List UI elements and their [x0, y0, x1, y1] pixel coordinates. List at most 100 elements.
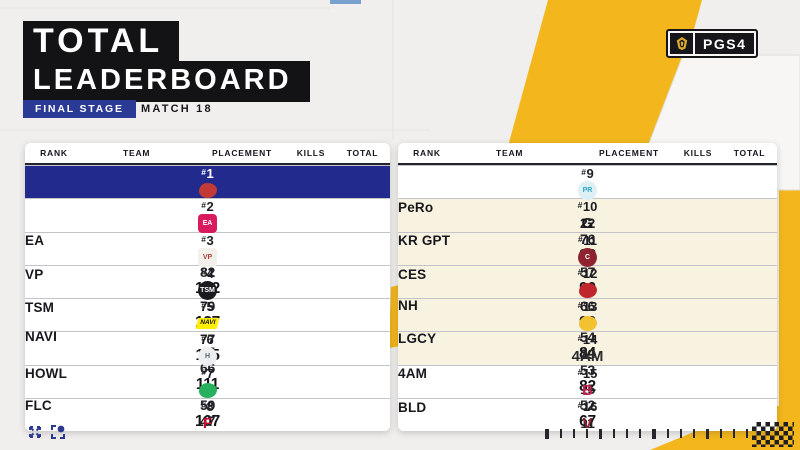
navi-logo-icon: NAVI — [195, 318, 220, 330]
bld-logo-icon: B — [582, 381, 593, 399]
rank-hash: # — [201, 200, 206, 211]
team-icon-cell: H — [25, 347, 390, 367]
team-icon-cell: C — [398, 247, 777, 267]
tick-mark — [585, 429, 588, 438]
lgcy-logo-icon — [578, 316, 597, 332]
rank-cell: #3 — [201, 232, 214, 248]
team-name: BLD — [398, 399, 427, 415]
placement-value: 15 — [580, 381, 595, 398]
table-row: #12NH305484 — [398, 264, 777, 362]
rank-hash: # — [577, 400, 583, 411]
team-icon-cell: VP — [25, 247, 390, 267]
table-row: #14 4AM 4AM 15 52 67 — [398, 331, 777, 430]
kills-value: 57 — [580, 264, 595, 281]
rank-cell: #10 — [577, 199, 598, 215]
rank-cell: #8 — [201, 399, 214, 415]
pero-logo-icon: PR — [578, 181, 597, 200]
team-icon-cell — [398, 281, 777, 298]
team-icon-cell — [25, 381, 390, 398]
rank-hash: # — [578, 233, 583, 244]
col-header-kills: KILLS — [296, 148, 326, 158]
rank-cell: #2 — [201, 199, 214, 215]
total-value: 84 — [579, 344, 596, 362]
tick-marks — [545, 429, 759, 439]
table-row: #8FFaZe2872100 — [25, 398, 390, 432]
team-name: CES — [398, 266, 427, 282]
checker-pattern — [752, 422, 794, 447]
pgs-shield-icon — [670, 33, 693, 54]
rank-cell: #12 — [577, 265, 598, 281]
team-icon-cell: F — [25, 414, 390, 431]
total-value: 82 — [579, 378, 596, 396]
nh-logo-icon — [578, 282, 597, 298]
kills-value: 82 — [200, 264, 215, 281]
placement-value: 22 — [580, 215, 595, 231]
team-icon-cell: B — [398, 381, 777, 400]
tick-mark — [692, 429, 695, 438]
footer-icons — [27, 424, 66, 440]
total-value: 107 — [195, 413, 220, 431]
col-header-total: TOTAL — [733, 148, 766, 158]
ea-logo-icon: EA — [198, 214, 217, 234]
tick-mark — [598, 429, 602, 439]
4am-logo-icon: 4AM — [571, 348, 604, 366]
rank-cell: #11 — [578, 232, 597, 248]
kills-value: 52 — [580, 397, 595, 414]
col-header-total: TOTAL — [346, 148, 379, 158]
col-header-placement: PLACEMENT — [598, 148, 660, 158]
team-icon-cell: EA — [25, 214, 390, 234]
team-name: HOWL — [25, 366, 68, 382]
rank-hash: # — [201, 333, 206, 344]
rank-cell: #5 — [201, 299, 214, 315]
rank-cell: #13 — [577, 299, 598, 315]
howl-logo-icon: H — [198, 347, 217, 367]
table-row: #11CCES246690 — [398, 231, 777, 331]
pgs4-logo-text: PGS4 — [695, 33, 755, 54]
team-icon-cell: V — [398, 414, 777, 431]
record-frame-icon — [51, 425, 65, 439]
faze-logo-icon: F — [202, 415, 213, 432]
table-header-row: RANK TEAM PLACEMENT KILLS TOTAL — [25, 143, 390, 165]
tick-mark — [639, 429, 641, 438]
team-icon-cell — [398, 314, 777, 332]
tsm-logo-icon: TSM — [198, 280, 217, 300]
team-name: FLC — [25, 397, 52, 413]
team-name: 4AM — [398, 366, 428, 382]
rank-cell: #16 — [577, 399, 598, 415]
kills-value: 66 — [580, 297, 595, 314]
rank-hash: # — [201, 167, 206, 177]
rank-hash: # — [581, 167, 586, 177]
falcons-logo-icon — [198, 382, 217, 398]
rank-cell: #4 — [201, 265, 214, 281]
kills-value: 54 — [580, 328, 595, 345]
team-name: VP — [25, 266, 44, 282]
rank-cell: #15 — [577, 365, 598, 381]
table-row: #16VVLTH223456 — [398, 398, 777, 432]
table-header-row: RANK TEAM PLACEMENT KILLS TOTAL — [398, 143, 777, 165]
rank-hash: # — [201, 233, 206, 244]
table-row: #4TSMTSM3877115 — [25, 264, 390, 364]
tick-mark — [746, 429, 748, 438]
leaderboard-table-left: RANKTEAMPLACEMENTKILLSTOTAL#1TWIS6611117… — [25, 143, 390, 432]
pgs4-logo: PGS4 — [666, 29, 759, 58]
tick-mark — [705, 429, 709, 439]
rank-hash: # — [577, 300, 583, 311]
team-icon-cell: G — [398, 214, 777, 233]
expand-arrows-icon — [29, 426, 41, 438]
team-name: NAVI — [25, 329, 58, 345]
tick-mark — [559, 429, 562, 438]
kills-value: 59 — [25, 429, 390, 432]
col-header-rank: RANK — [40, 148, 68, 158]
tick-mark — [626, 429, 628, 438]
team-name: EA — [25, 233, 45, 249]
tick-mark — [679, 429, 682, 438]
tick-mark — [652, 429, 656, 439]
tick-mark — [666, 429, 669, 438]
rank-hash: # — [577, 333, 583, 344]
rank-hash: # — [201, 300, 206, 311]
rank-hash: # — [201, 400, 206, 411]
col-header-placement: PLACEMENT — [211, 148, 273, 158]
rank-cell: #1 — [201, 166, 214, 181]
